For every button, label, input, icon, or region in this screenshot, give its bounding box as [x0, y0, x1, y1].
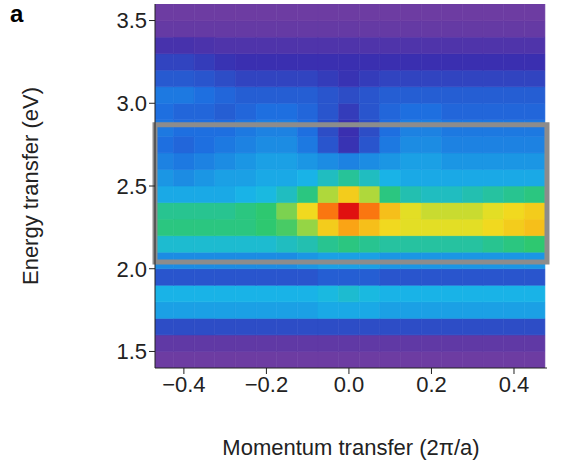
svg-text:0.0: 0.0 [334, 372, 365, 397]
svg-text:Energy transfer (eV): Energy transfer (eV) [18, 87, 43, 285]
svg-text:0.2: 0.2 [416, 372, 447, 397]
svg-text:−0.2: −0.2 [245, 372, 288, 397]
svg-text:−0.4: −0.4 [162, 372, 205, 397]
svg-text:3.0: 3.0 [116, 91, 147, 116]
svg-text:2.0: 2.0 [116, 257, 147, 282]
html-text:a: a [10, 0, 24, 27]
svg-text:2.5: 2.5 [116, 174, 147, 199]
svg-text:3.5: 3.5 [116, 8, 147, 33]
svg-text:0.4: 0.4 [499, 372, 530, 397]
svg-text:Momentum transfer (2π/a): Momentum transfer (2π/a) [222, 435, 479, 460]
svg-text:1.5: 1.5 [116, 339, 147, 364]
